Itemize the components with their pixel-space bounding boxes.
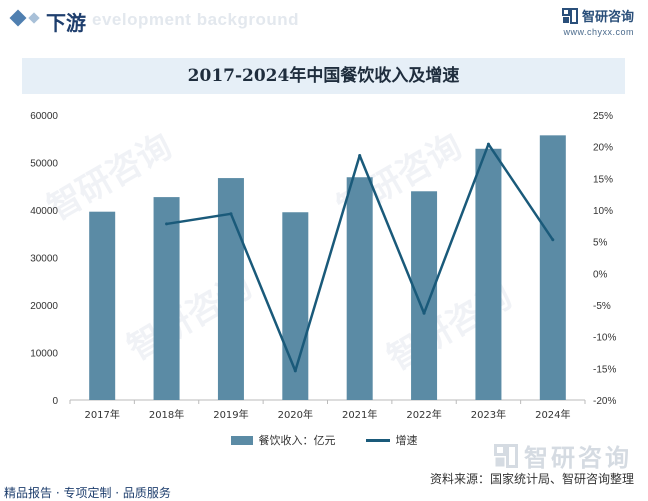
- bar: [539, 135, 566, 400]
- bar: [346, 177, 373, 400]
- header: 下游 evelopment background 智研咨询 www.chyxx.…: [0, 0, 648, 40]
- chart-title: 2017-2024年中国餐饮收入及增速: [187, 66, 460, 86]
- bar: [89, 211, 116, 400]
- x-tick-label: 2019年: [213, 408, 248, 421]
- bar: [411, 191, 438, 400]
- x-tick-label: 2018年: [149, 408, 184, 421]
- footer: 精品报告 · 专项定制 · 品质服务: [0, 480, 400, 501]
- footer-text: 精品报告 · 专项定制 · 品质服务: [4, 486, 171, 500]
- legend-item-revenue: 餐饮收入：亿元: [230, 432, 336, 448]
- section-title: 下游: [46, 11, 86, 35]
- y-right-tick-label: -15%: [593, 364, 616, 375]
- y-left-tick-label: 50000: [30, 159, 58, 170]
- y-right-tick-label: 15%: [593, 174, 613, 185]
- growth-point: [422, 311, 426, 315]
- legend-label-revenue: 餐饮收入：亿元: [258, 435, 336, 447]
- x-tick-label: 2021年: [342, 408, 377, 421]
- y-right-tick-label: -5%: [593, 301, 611, 312]
- legend-item-growth: 增速: [365, 432, 418, 448]
- section-bg-text: evelopment background: [92, 10, 299, 29]
- chart-title-band: 2017-2024年中国餐饮收入及增速: [22, 58, 625, 94]
- bottom-brand-logo-icon: [494, 443, 518, 468]
- y-right-tick-label: 20%: [593, 143, 613, 154]
- growth-point: [486, 142, 490, 146]
- chart: 0 10000 20000 30000 40000 50000 60000 25% 20% 15%…: [30, 111, 616, 421]
- bar: [217, 178, 244, 400]
- x-tick-label: 2024年: [535, 408, 570, 421]
- bar: [475, 148, 502, 400]
- growth-point: [165, 222, 169, 226]
- growth-point: [358, 154, 362, 158]
- brand-logo-icon: [561, 7, 578, 24]
- growth-point: [551, 238, 555, 242]
- growth-point: [229, 212, 233, 216]
- diamond-icon: [9, 9, 27, 27]
- y-right-tick-label: 0%: [593, 269, 608, 280]
- x-tick-label: 2023年: [471, 408, 506, 421]
- bottom-brand: 智研咨询: [494, 438, 632, 473]
- brand-url: www.chyxx.com: [563, 27, 634, 37]
- y-left-tick-label: 30000: [30, 254, 58, 265]
- legend: 餐饮收入：亿元 增速: [0, 432, 648, 448]
- brand: 智研咨询 www.chyxx.com: [561, 6, 634, 37]
- growth-point: [293, 369, 297, 373]
- y-right-tick-label: -20%: [593, 396, 616, 407]
- source-note: 资料来源：国家统计局、智研咨询整理: [429, 472, 634, 486]
- y-right-tick-label: 10%: [593, 206, 613, 217]
- diamond-small-icon: [28, 12, 40, 24]
- legend-swatch-line: [365, 438, 390, 442]
- bar: [153, 197, 180, 400]
- y-left-tick-label: 10000: [30, 349, 58, 360]
- y-left-tick-label: 0: [52, 396, 58, 407]
- bottom-brand-name: 智研咨询: [524, 444, 632, 472]
- x-tick-label: 2020年: [278, 408, 313, 421]
- brand-name: 智研咨询: [581, 10, 634, 25]
- x-tick-label: 2017年: [84, 408, 119, 421]
- y-left-tick-label: 60000: [30, 111, 58, 122]
- y-right-tick-label: -10%: [593, 333, 616, 344]
- y-left-tick-label: 40000: [30, 206, 58, 217]
- y-right-tick-label: 25%: [593, 111, 613, 122]
- legend-label-growth: 增速: [395, 435, 418, 447]
- x-tick-label: 2022年: [406, 408, 441, 421]
- y-left-tick-label: 20000: [30, 301, 58, 312]
- y-right-tick-label: 5%: [593, 238, 608, 249]
- legend-swatch-bar: [230, 435, 253, 445]
